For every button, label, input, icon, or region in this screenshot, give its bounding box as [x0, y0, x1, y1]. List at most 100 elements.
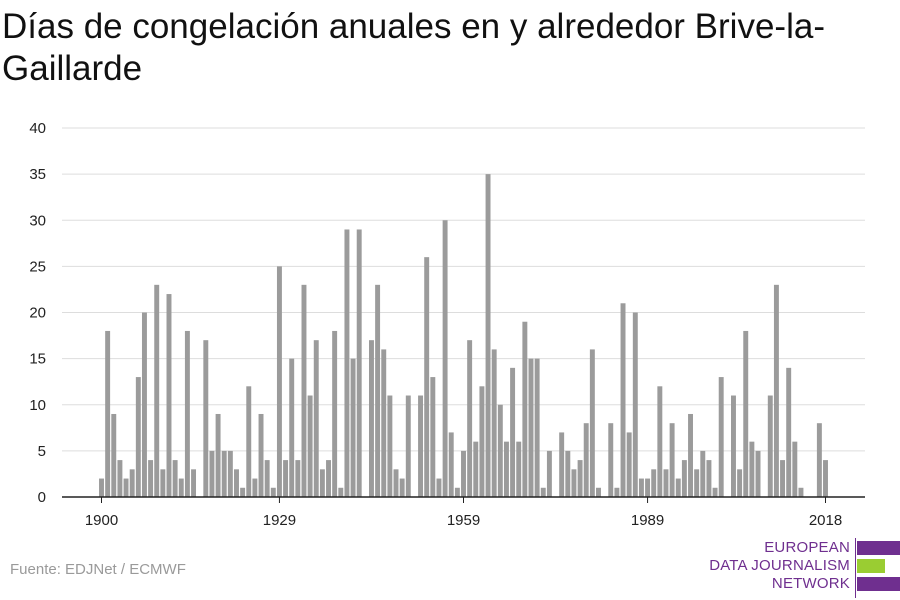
- bar: [516, 441, 522, 497]
- bar: [338, 487, 344, 497]
- bar: [344, 229, 350, 498]
- bar: [731, 395, 736, 497]
- bar: [565, 450, 571, 498]
- bar: [688, 413, 693, 497]
- bar: [786, 367, 792, 497]
- x-axis-ticks: 1900 1929 1959 1989 2018: [85, 497, 842, 529]
- y-tick-label: 10: [29, 397, 46, 414]
- bar: [522, 321, 528, 497]
- bar: [295, 460, 301, 497]
- bar: [681, 460, 687, 497]
- bar: [430, 377, 436, 497]
- logo-text-network: NETWORK: [771, 575, 850, 592]
- bar: [479, 386, 485, 497]
- bar: [657, 386, 663, 497]
- bar: [491, 349, 497, 497]
- bar: [123, 478, 129, 497]
- bar: [436, 478, 442, 497]
- bar: [252, 478, 258, 497]
- logo-text-data-journalism: DATA JOURNALISM: [709, 557, 850, 574]
- bar: [375, 284, 381, 497]
- bar: [749, 441, 755, 497]
- bar: [528, 358, 534, 498]
- bar: [141, 312, 147, 497]
- bar: [583, 423, 589, 497]
- x-tick-label: 1929: [263, 512, 296, 529]
- gridlines: [62, 127, 865, 452]
- edjnet-logo: EUROPEAN DATA JOURNALISM NETWORK: [700, 538, 900, 598]
- bar: [448, 432, 454, 497]
- bar: [540, 487, 546, 497]
- bars: [99, 174, 828, 498]
- bar: [240, 487, 246, 497]
- chart-title: Días de congelación anuales en y alreded…: [2, 7, 825, 88]
- bar: [166, 294, 172, 497]
- bar: [381, 349, 387, 497]
- bar: [270, 487, 276, 497]
- bar: [485, 174, 491, 498]
- logo-divider: [855, 538, 856, 598]
- bar: [191, 469, 197, 497]
- logo-bar-top: [857, 541, 900, 555]
- bar: [369, 340, 374, 497]
- bar: [467, 340, 473, 497]
- bar: [823, 460, 828, 497]
- bar: [780, 460, 786, 497]
- bar: [135, 377, 141, 497]
- bar: [424, 257, 430, 497]
- y-tick-label: 15: [29, 351, 46, 368]
- bar: [393, 469, 399, 497]
- bar: [663, 469, 669, 497]
- bar: [718, 377, 724, 497]
- x-tick-label: 1900: [85, 512, 118, 529]
- bar: [589, 349, 595, 497]
- bar: [105, 330, 111, 497]
- bar: [418, 395, 424, 497]
- bar: [743, 330, 749, 497]
- bar: [148, 460, 154, 497]
- bar: [614, 487, 620, 497]
- y-tick-label: 25: [29, 258, 46, 275]
- bar: [559, 432, 565, 497]
- bar: [184, 330, 190, 497]
- bar: [773, 284, 779, 497]
- bar: [111, 413, 117, 497]
- bar: [442, 220, 448, 497]
- bar: [798, 487, 804, 497]
- bar: [99, 478, 104, 497]
- bar: [172, 460, 178, 497]
- bar: [399, 478, 405, 497]
- bar: [221, 450, 227, 498]
- x-tick-label: 2018: [809, 512, 842, 529]
- bar: [405, 395, 411, 497]
- bar: [332, 330, 338, 497]
- bar: [178, 478, 184, 497]
- bar: [387, 395, 393, 497]
- bar: [203, 340, 209, 497]
- bar: [497, 404, 503, 497]
- bar: [700, 450, 706, 498]
- bar: [503, 441, 509, 497]
- logo-text-european: EUROPEAN: [764, 539, 850, 556]
- bar: [307, 395, 313, 497]
- bar: [712, 487, 718, 497]
- bar: [227, 450, 233, 498]
- bar: [154, 284, 160, 497]
- bar: [608, 423, 614, 497]
- bar: [577, 460, 583, 497]
- bar: [454, 487, 460, 497]
- bar: [461, 450, 466, 498]
- bar: [675, 478, 681, 497]
- y-tick-label: 40: [29, 120, 46, 137]
- bar: [313, 340, 319, 497]
- y-tick-label: 35: [29, 166, 46, 183]
- source-note: Fuente: EDJNet / ECMWF: [10, 561, 186, 578]
- bar: [626, 432, 632, 497]
- bar: [258, 413, 264, 497]
- bar: [737, 469, 743, 497]
- bar: [326, 460, 331, 497]
- bar: [546, 450, 552, 498]
- bar: [645, 478, 651, 497]
- bar: [632, 312, 638, 497]
- bar: [767, 395, 773, 497]
